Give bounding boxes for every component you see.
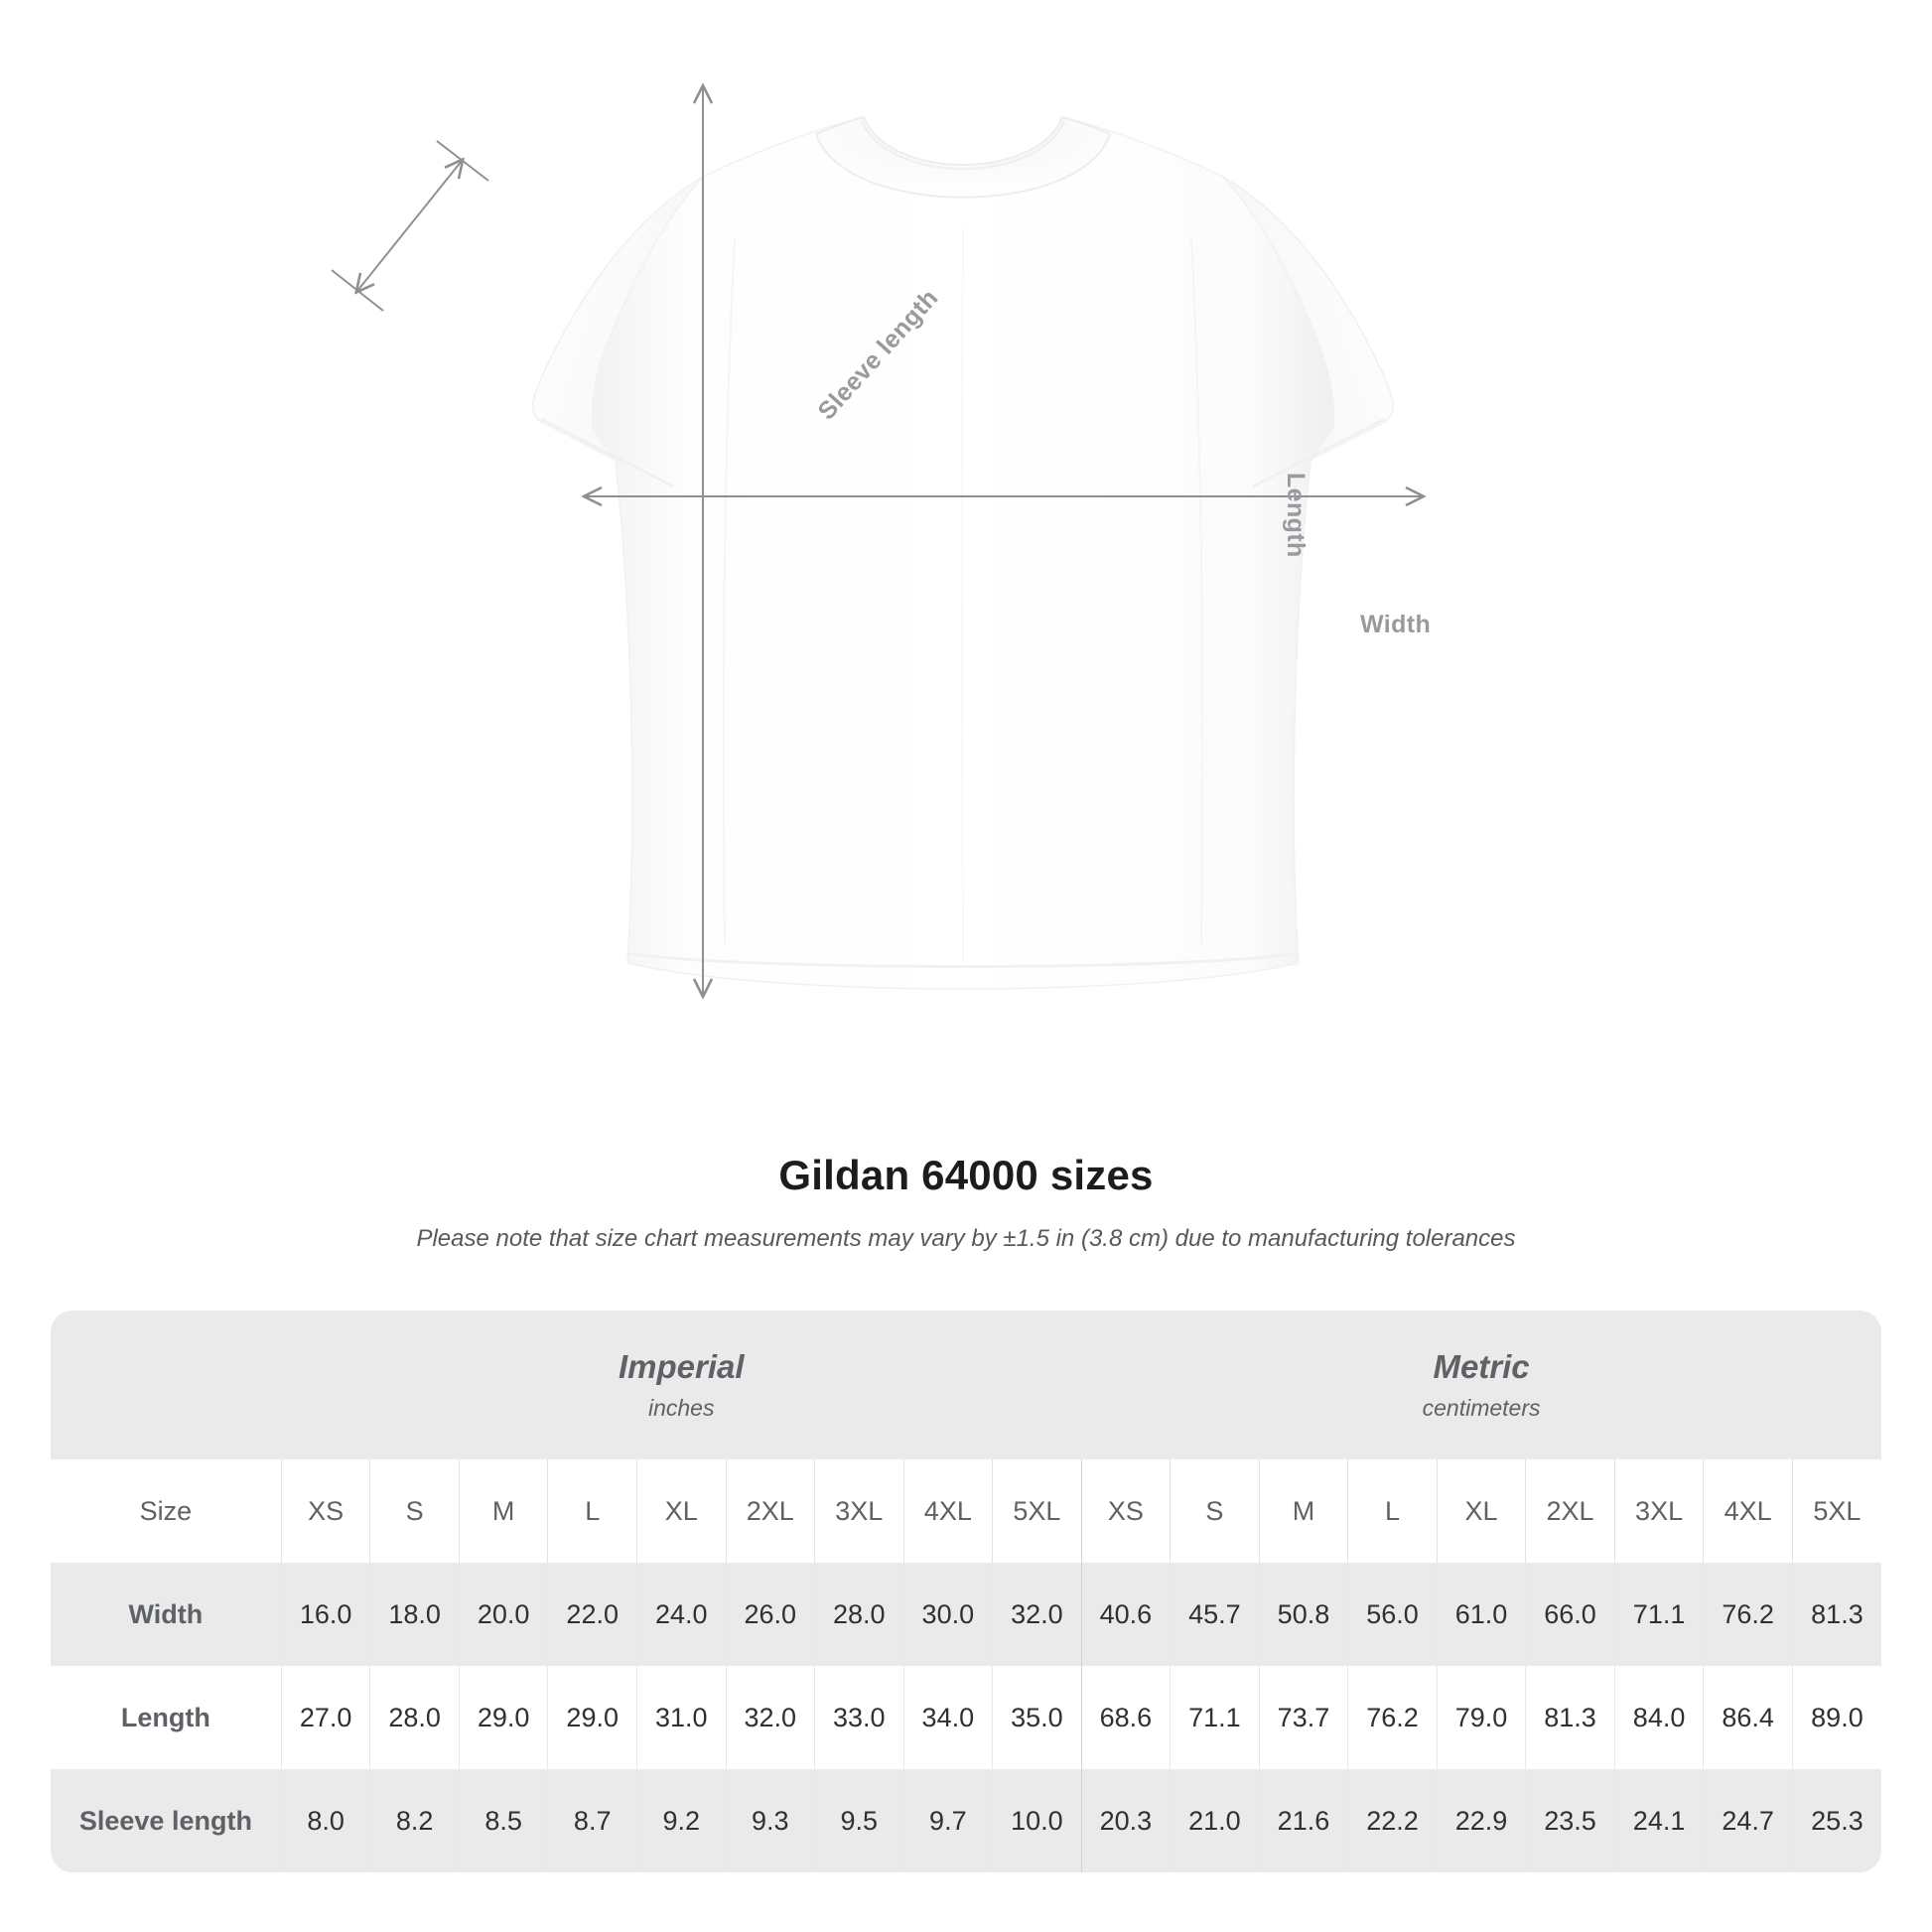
- width-label: Width: [1360, 611, 1432, 638]
- measurement-cell: 68.6: [1080, 1666, 1171, 1769]
- size-header-cell: 5XL: [992, 1459, 1082, 1563]
- measurement-cell: 33.0: [814, 1666, 904, 1769]
- size-header-cell: XL: [1436, 1459, 1526, 1563]
- size-header-label: Size: [51, 1459, 282, 1563]
- measurement-cell: 84.0: [1613, 1666, 1704, 1769]
- size-header-cell: L: [1347, 1459, 1438, 1563]
- tolerance-note: Please note that size chart measurements…: [416, 1225, 1516, 1252]
- tshirt-icon: [532, 115, 1394, 990]
- measurement-cell: 24.0: [635, 1563, 726, 1666]
- measurement-cell: 29.0: [547, 1666, 637, 1769]
- size-header-cell: 2XL: [1525, 1459, 1615, 1563]
- row-label: Length: [51, 1666, 282, 1769]
- size-header-cell: S: [1170, 1459, 1260, 1563]
- size-header-cell: 2XL: [725, 1459, 815, 1563]
- measurement-cell: 89.0: [1791, 1666, 1881, 1769]
- measurement-cell: 45.7: [1170, 1563, 1260, 1666]
- size-header-cell: 3XL: [814, 1459, 904, 1563]
- measurement-cell: 81.3: [1791, 1563, 1881, 1666]
- size-header-cell: L: [547, 1459, 637, 1563]
- row-label: Sleeve length: [51, 1769, 282, 1872]
- page-title: Gildan 64000 sizes: [778, 1152, 1154, 1198]
- measurement-cell: 25.3: [1791, 1769, 1881, 1872]
- measurement-cell: 76.2: [1703, 1563, 1793, 1666]
- size-header-cell: 4XL: [902, 1459, 993, 1563]
- measurement-cell: 30.0: [902, 1563, 993, 1666]
- measurement-cell: 31.0: [635, 1666, 726, 1769]
- unit-system-row: Imperial inches Metric centimeters: [51, 1311, 1881, 1459]
- measurement-cell: 10.0: [992, 1769, 1082, 1872]
- measurement-cell: 29.0: [458, 1666, 548, 1769]
- measurement-cell: 8.0: [280, 1769, 370, 1872]
- measurement-cell: 50.8: [1258, 1563, 1348, 1666]
- measurement-cell: 21.6: [1258, 1769, 1348, 1872]
- size-header-cell: XL: [635, 1459, 726, 1563]
- measurement-cell: 71.1: [1170, 1666, 1260, 1769]
- measurement-cell: 24.1: [1613, 1769, 1704, 1872]
- measurement-cell: 32.0: [725, 1666, 815, 1769]
- measurement-cell: 16.0: [280, 1563, 370, 1666]
- size-header-row: Size XS S M L XL 2XL 3XL 4XL 5XL XS S M …: [51, 1459, 1881, 1563]
- measurement-cell: 8.5: [458, 1769, 548, 1872]
- table-row: Length 27.0 28.0 29.0 29.0 31.0 32.0 33.…: [51, 1666, 1881, 1769]
- garment-diagram: Width Length Sleeve length: [331, 69, 1489, 1072]
- measurement-cell: 22.0: [547, 1563, 637, 1666]
- measurement-cell: 9.3: [725, 1769, 815, 1872]
- measurement-cell: 79.0: [1436, 1666, 1526, 1769]
- measurement-cell: 81.3: [1525, 1666, 1615, 1769]
- measurement-cell: 9.7: [902, 1769, 993, 1872]
- measurement-cell: 34.0: [902, 1666, 993, 1769]
- measurement-cell: 35.0: [992, 1666, 1082, 1769]
- measurement-cell: 18.0: [369, 1563, 460, 1666]
- measurement-cell: 86.4: [1703, 1666, 1793, 1769]
- tshirt-illustration: Width Length Sleeve length: [331, 69, 1489, 1072]
- table-row: Width 16.0 18.0 20.0 22.0 24.0 26.0 28.0…: [51, 1563, 1881, 1666]
- measurement-cell: 22.2: [1347, 1769, 1438, 1872]
- size-header-cell: 5XL: [1791, 1459, 1881, 1563]
- metric-units: centimeters: [1422, 1395, 1541, 1421]
- size-header-cell: M: [458, 1459, 548, 1563]
- measurement-cell: 8.2: [369, 1769, 460, 1872]
- metric-label: Metric: [1433, 1348, 1530, 1385]
- table-row: Sleeve length 8.0 8.2 8.5 8.7 9.2 9.3 9.…: [51, 1769, 1881, 1872]
- imperial-units: inches: [647, 1395, 715, 1421]
- measurement-cell: 71.1: [1613, 1563, 1704, 1666]
- measurement-cell: 76.2: [1347, 1666, 1438, 1769]
- measurement-cell: 66.0: [1525, 1563, 1615, 1666]
- imperial-label: Imperial: [618, 1348, 745, 1385]
- measurement-cell: 56.0: [1347, 1563, 1438, 1666]
- measurement-cell: 27.0: [280, 1666, 370, 1769]
- metric-group-header: Metric centimeters: [1081, 1311, 1881, 1459]
- measurement-cell: 26.0: [725, 1563, 815, 1666]
- size-table-container: Imperial inches Metric centimeters Size …: [51, 1311, 1881, 1872]
- size-header-cell: M: [1258, 1459, 1348, 1563]
- size-header-cell: S: [369, 1459, 460, 1563]
- measurement-cell: 24.7: [1703, 1769, 1793, 1872]
- measurement-cell: 8.7: [547, 1769, 637, 1872]
- measurement-cell: 73.7: [1258, 1666, 1348, 1769]
- size-header-cell: 3XL: [1613, 1459, 1704, 1563]
- measurement-cell: 23.5: [1525, 1769, 1615, 1872]
- measurement-cell: 28.0: [814, 1563, 904, 1666]
- measurement-cell: 22.9: [1436, 1769, 1526, 1872]
- measurement-cell: 9.2: [635, 1769, 726, 1872]
- measurement-cell: 40.6: [1080, 1563, 1171, 1666]
- measurement-cell: 28.0: [369, 1666, 460, 1769]
- size-header-cell: XS: [280, 1459, 370, 1563]
- measurement-cell: 21.0: [1170, 1769, 1260, 1872]
- measurement-cell: 20.3: [1080, 1769, 1171, 1872]
- unit-row-spacer: [51, 1311, 282, 1459]
- measurement-cell: 61.0: [1436, 1563, 1526, 1666]
- measurement-cell: 9.5: [814, 1769, 904, 1872]
- size-header-cell: XS: [1080, 1459, 1171, 1563]
- size-header-cell: 4XL: [1703, 1459, 1793, 1563]
- imperial-group-header: Imperial inches: [281, 1311, 1082, 1459]
- length-label: Length: [1282, 473, 1310, 558]
- size-table: Imperial inches Metric centimeters Size …: [51, 1311, 1881, 1872]
- size-chart-heading: Gildan 64000 sizes Please note that size…: [0, 1132, 1932, 1253]
- measurement-cell: 20.0: [458, 1563, 548, 1666]
- row-label: Width: [51, 1563, 282, 1666]
- measurement-cell: 32.0: [992, 1563, 1082, 1666]
